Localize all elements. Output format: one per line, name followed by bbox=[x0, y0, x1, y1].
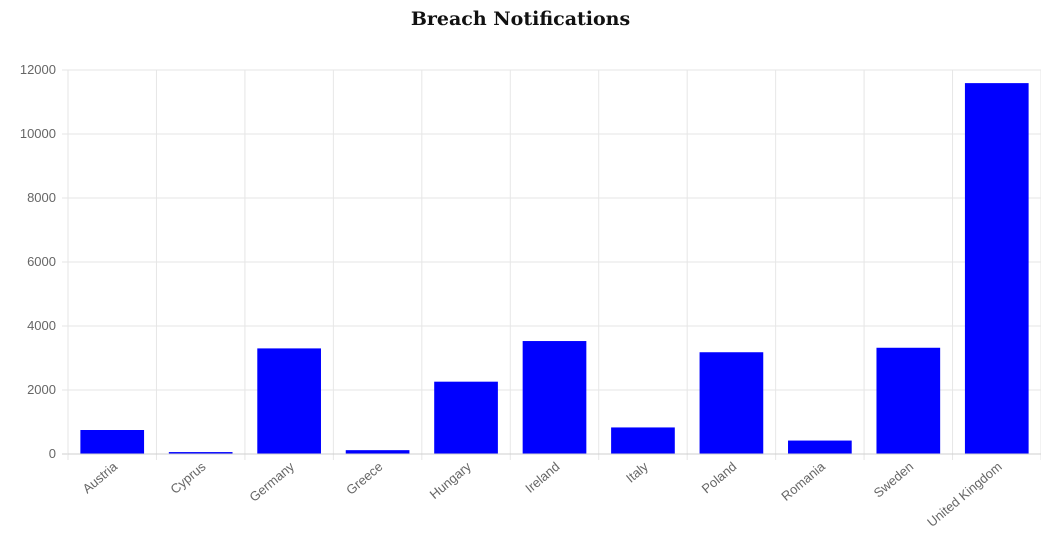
bar-cyprus[interactable] bbox=[168, 452, 233, 454]
x-tick-label-germany: Germany bbox=[246, 458, 297, 504]
bar-united-kingdom[interactable] bbox=[964, 83, 1029, 455]
x-tick-label-united-kingdom: United Kingdom bbox=[924, 459, 1005, 530]
bar-greece[interactable] bbox=[345, 450, 410, 454]
y-tick-label-8000: 8000 bbox=[27, 190, 56, 205]
bar-layer bbox=[80, 83, 1029, 455]
bar-austria[interactable] bbox=[80, 430, 145, 454]
x-tick-label-austria: Austria bbox=[80, 458, 121, 496]
x-tick-label-italy: Italy bbox=[623, 458, 651, 485]
label-layer: 0 2000 4000 6000 8000 10000 12000 Austria Cyprus… bbox=[20, 62, 1005, 530]
x-tick-label-romania: Romania bbox=[778, 458, 828, 503]
x-tick-label-greece: Greece bbox=[343, 459, 385, 498]
y-tick-label-12000: 12000 bbox=[20, 62, 56, 77]
y-tick-label-2000: 2000 bbox=[27, 382, 56, 397]
chart-title: Breach Notifications bbox=[410, 8, 631, 30]
bar-poland[interactable] bbox=[699, 352, 764, 454]
bar-hungary[interactable] bbox=[434, 381, 498, 454]
x-tick-label-sweden: Sweden bbox=[871, 459, 917, 501]
x-tick-label-cyprus: Cyprus bbox=[167, 458, 209, 496]
bar-sweden[interactable] bbox=[876, 347, 941, 454]
bar-romania[interactable] bbox=[788, 440, 852, 454]
bar-germany[interactable] bbox=[257, 348, 321, 454]
bar-italy[interactable] bbox=[611, 427, 675, 454]
bar-ireland[interactable] bbox=[522, 341, 587, 454]
y-tick-label-0: 0 bbox=[49, 446, 56, 461]
x-tick-label-poland: Poland bbox=[699, 459, 740, 497]
x-tick-label-ireland: Ireland bbox=[522, 459, 562, 496]
y-tick-label-6000: 6000 bbox=[27, 254, 56, 269]
y-tick-label-10000: 10000 bbox=[20, 126, 56, 141]
y-tick-label-4000: 4000 bbox=[27, 318, 56, 333]
grid-layer bbox=[62, 69, 1041, 460]
x-tick-label-hungary: Hungary bbox=[427, 458, 475, 501]
